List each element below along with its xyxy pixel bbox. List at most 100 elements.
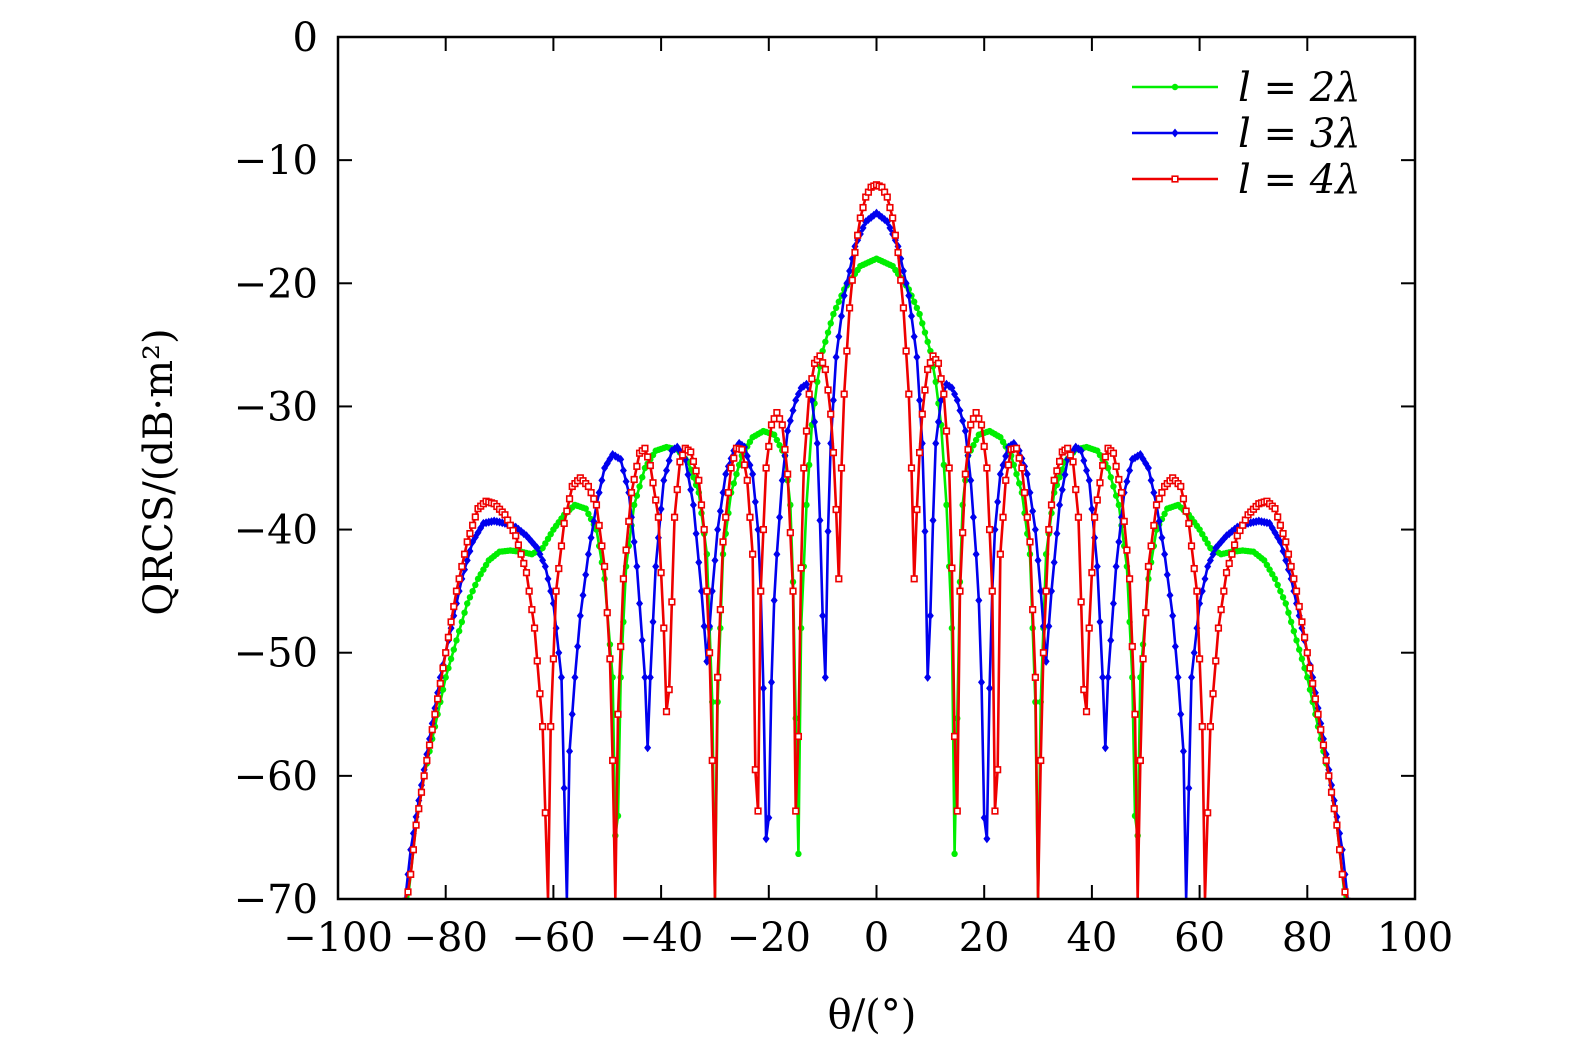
data-point <box>967 475 975 485</box>
data-point <box>585 510 592 518</box>
data-point <box>951 389 959 399</box>
data-point <box>921 386 929 394</box>
data-point <box>1198 586 1206 596</box>
data-point <box>1104 672 1112 682</box>
data-point <box>404 888 412 896</box>
data-point <box>705 649 714 657</box>
data-point <box>924 338 931 345</box>
x-tick-label: −20 <box>727 915 811 961</box>
data-point <box>1131 710 1139 718</box>
data-point <box>1177 482 1185 491</box>
data-point <box>1128 642 1136 651</box>
data-point <box>719 488 727 498</box>
data-point <box>1031 525 1039 535</box>
data-point <box>528 606 536 614</box>
data-point <box>837 311 845 321</box>
data-point <box>1115 501 1123 509</box>
data-point <box>1023 513 1031 521</box>
data-point <box>999 513 1007 521</box>
data-point <box>805 461 813 469</box>
data-point <box>948 383 956 393</box>
data-point <box>907 464 916 472</box>
data-point <box>431 710 439 718</box>
data-point <box>450 646 457 653</box>
data-point <box>1336 846 1344 854</box>
data-point <box>539 722 547 731</box>
data-point <box>641 672 649 682</box>
data-point <box>471 513 479 521</box>
data-point <box>956 587 964 595</box>
data-point <box>533 657 541 665</box>
data-point <box>714 673 722 681</box>
data-point <box>598 475 606 485</box>
data-point <box>1093 496 1101 504</box>
x-tick-label: 20 <box>959 915 1010 961</box>
data-point <box>1204 540 1211 547</box>
data-point <box>450 602 458 611</box>
data-point <box>536 690 544 698</box>
data-point <box>1034 555 1042 565</box>
data-point <box>953 807 961 815</box>
data-point <box>1048 586 1056 596</box>
data-point <box>1016 480 1023 487</box>
data-point <box>883 217 891 227</box>
data-point <box>1085 624 1093 632</box>
data-point <box>1298 618 1306 626</box>
data-point <box>455 627 463 635</box>
data-point <box>1293 637 1300 644</box>
data-point <box>633 462 641 470</box>
data-point <box>1050 476 1058 484</box>
data-point <box>1171 128 1179 138</box>
data-point <box>566 746 574 756</box>
data-point <box>1166 590 1174 600</box>
data-point <box>1282 538 1290 546</box>
data-point <box>919 320 926 327</box>
data-point <box>453 637 460 644</box>
data-point <box>1201 574 1209 584</box>
data-point <box>472 581 479 589</box>
data-point <box>1077 446 1085 456</box>
data-point <box>827 320 834 327</box>
data-point <box>1309 679 1317 688</box>
data-point <box>735 461 743 469</box>
data-point <box>1147 542 1155 550</box>
data-point <box>749 550 757 558</box>
data-point <box>932 438 940 448</box>
data-point <box>905 390 913 398</box>
data-point <box>937 375 945 383</box>
data-point <box>894 248 902 257</box>
data-point <box>444 633 452 641</box>
data-point <box>805 390 813 398</box>
data-point <box>1120 517 1128 525</box>
data-point <box>996 469 1004 479</box>
data-point <box>514 541 522 549</box>
data-point <box>940 390 948 398</box>
data-point <box>530 624 539 632</box>
series-layer <box>402 181 1351 899</box>
data-point <box>1083 465 1091 475</box>
data-point <box>899 304 908 312</box>
data-point <box>1198 722 1206 731</box>
data-point <box>910 575 918 583</box>
data-point <box>1266 566 1273 573</box>
data-point <box>1080 686 1088 694</box>
data-point <box>751 766 759 774</box>
data-point <box>953 395 961 405</box>
data-point <box>1155 495 1163 503</box>
data-point <box>757 587 765 595</box>
data-point <box>754 807 762 815</box>
data-point <box>743 451 751 461</box>
data-point <box>840 390 848 398</box>
data-point <box>730 454 738 462</box>
data-point <box>1161 510 1168 518</box>
data-point <box>606 655 614 663</box>
data-point <box>1056 500 1064 510</box>
data-point <box>1303 649 1311 657</box>
data-point <box>428 726 436 734</box>
data-point <box>466 546 474 556</box>
data-point <box>697 586 705 596</box>
y-tick-label: −50 <box>234 631 318 677</box>
data-point <box>934 417 942 427</box>
data-point <box>845 304 854 312</box>
